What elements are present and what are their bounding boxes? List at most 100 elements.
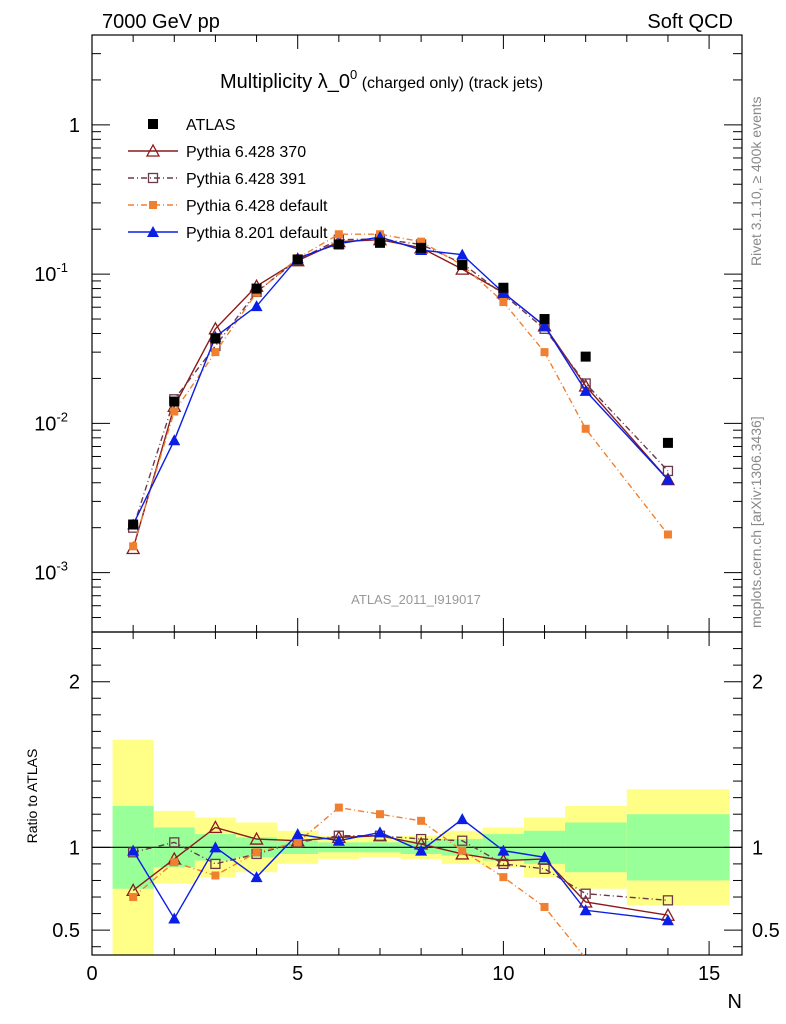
point-p6def (581, 424, 590, 433)
main-plot-area: 10-3 10-2 10-1 1 (34, 34, 743, 955)
header-left: 7000 GeV pp (102, 11, 220, 33)
atlas-marker (210, 333, 221, 344)
ratio-point-p8def (497, 844, 510, 856)
y-tick-label: 10-1 (34, 260, 68, 286)
y-tick-label: 10-2 (34, 409, 68, 435)
title-sub: (charged only) (track jets) (357, 75, 543, 92)
y-axis-label-ratio: Ratio to ATLAS (24, 749, 40, 844)
point-p6def (211, 348, 220, 357)
atlas-marker (457, 260, 468, 271)
point-p6def (129, 542, 138, 551)
legend-label: ATLAS (186, 117, 236, 134)
series-line-p8def (132, 236, 669, 525)
ratio-point-p8def (538, 851, 551, 863)
ratio-point-p8def (209, 841, 222, 853)
legend-marker (147, 226, 159, 237)
atlas-marker (662, 437, 673, 448)
chart-title: Multiplicity λ_00 (charged only) (track … (220, 67, 543, 93)
atlas-marker (416, 242, 427, 253)
point-p6def (417, 237, 426, 246)
ratio-plot-area: 0 5 10 15 0.5 0.5 1 1 2 2 (52, 631, 780, 985)
ratio-point-p370 (496, 853, 511, 867)
point-p6def (334, 230, 343, 239)
ratio-point-p6def (499, 873, 508, 882)
ratio-y-tick-label: 1 (69, 837, 80, 859)
x-axis-label: N (728, 991, 742, 1013)
ratio-point-p370 (208, 820, 223, 834)
ratio-point-p8def (250, 871, 263, 883)
ratio-point-p370 (249, 831, 264, 845)
title-main: Multiplicity λ_0 (220, 71, 350, 93)
ratio-point-p6def (252, 848, 261, 857)
ratio-point-p6def (375, 810, 384, 819)
legend-marker (147, 172, 159, 184)
ratio-point-p6def (540, 902, 549, 911)
atlas-marker (374, 237, 385, 248)
legend-label: Pythia 6.428 370 (186, 144, 306, 161)
legend: ATLAS Pythia 6.428 370 Pythia 6.428 391 Pyt… (128, 117, 328, 242)
point-p8def (661, 473, 674, 485)
x-tick-label: 0 (86, 963, 97, 985)
atlas-marker (292, 254, 303, 265)
ratio-point-p8def (127, 844, 140, 856)
ratio-point-p391 (580, 888, 591, 899)
ratio-y-tick-label: 2 (69, 672, 80, 694)
point-p6def (499, 298, 508, 307)
atlas-marker (580, 351, 591, 362)
legend-label: Pythia 8.201 default (186, 225, 328, 242)
atlas-marker (169, 396, 180, 407)
point-p8def (538, 319, 551, 331)
ratio-point-p8def (456, 813, 469, 825)
ratio-point-p8def (373, 826, 386, 838)
ratio-y-tick-label-right: 2 (752, 672, 763, 694)
point-p8def (168, 434, 181, 446)
ratio-point-p6def (293, 838, 302, 847)
x-tick-label: 10 (492, 963, 514, 985)
header-right: Soft QCD (647, 11, 733, 33)
ratio-frame-border (91, 631, 743, 956)
atlas-marker (539, 314, 550, 325)
y-tick-label: 1 (69, 115, 80, 137)
legend-marker-atlas (148, 119, 158, 129)
legend-label: Pythia 6.428 391 (186, 171, 306, 188)
point-p8def (250, 300, 263, 312)
atlas-marker (498, 282, 509, 293)
ratio-point-p6def (458, 846, 467, 855)
legend-marker (149, 201, 157, 209)
ratio-point-p6def (170, 858, 179, 867)
atlas-marker (128, 519, 139, 530)
legend-marker (145, 143, 161, 157)
ratio-point-p6def (129, 893, 138, 902)
ratio-point-p391 (498, 858, 509, 870)
ratio-point-p6def (334, 803, 343, 812)
ratio-point-p6def (417, 816, 426, 825)
ratio-point-p8def (332, 834, 345, 846)
atlas-marker (333, 239, 344, 250)
ratio-point-p6def (211, 871, 220, 880)
ratio-point-p391 (539, 863, 550, 875)
ratio-y-tick-label: 0.5 (52, 920, 80, 942)
point-p6def (540, 348, 549, 357)
point-p6def (170, 407, 179, 416)
ratio-point-p8def (291, 828, 304, 840)
x-tick-label: 5 (292, 963, 303, 985)
ratio-point-p391 (457, 835, 468, 846)
ratio-point-p391 (169, 837, 180, 848)
ratio-y-tick-label-right: 0.5 (752, 920, 780, 942)
point-p6def (663, 530, 672, 539)
ratio-y-tick-label-right: 1 (752, 837, 763, 859)
ratio-point-p8def (579, 904, 592, 916)
point-p8def (579, 384, 592, 396)
side-mcplots: mcplots.cern.ch [arXiv:1306.3436] (748, 416, 764, 628)
ratio-point-p391 (210, 858, 221, 870)
ratio-point-p8def (168, 912, 181, 924)
ratio-point-p8def (415, 844, 428, 856)
point-p8def (456, 248, 469, 260)
x-tick-label: 15 (698, 963, 720, 985)
legend-label: Pythia 6.428 default (186, 198, 328, 215)
side-rivet: Rivet 3.1.10, ≥ 400k events (748, 96, 764, 266)
ratio-point-p391 (415, 833, 427, 845)
ratio-point-p391 (662, 895, 674, 906)
y-tick-label: 10-3 (34, 559, 68, 585)
